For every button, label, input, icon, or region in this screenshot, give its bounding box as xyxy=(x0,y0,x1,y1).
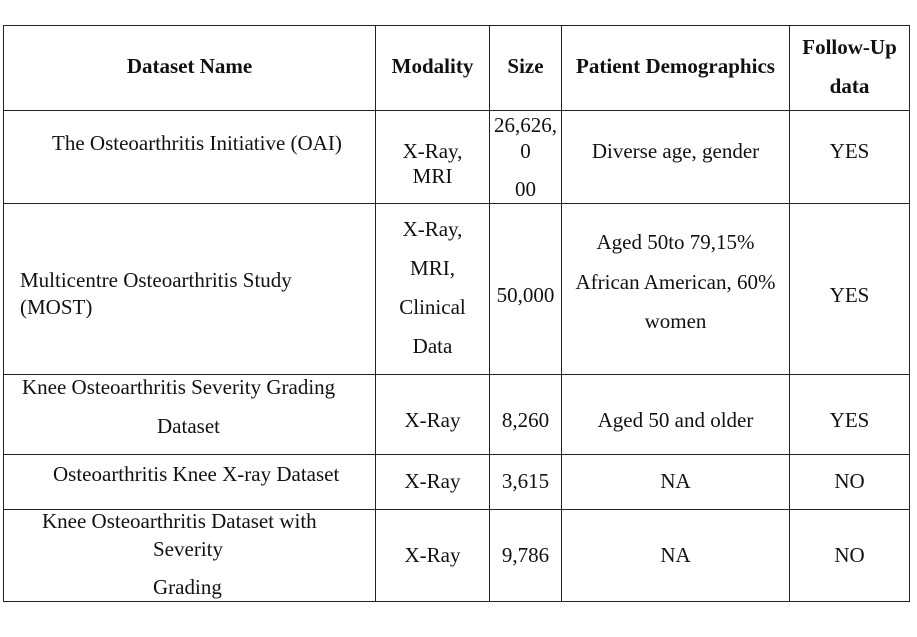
row2-demographics-line2: African American, 60% xyxy=(575,270,776,294)
row5-follow-up: NO xyxy=(834,543,865,567)
row5-modality: X-Ray xyxy=(404,543,461,567)
header-size: Size xyxy=(507,54,544,78)
row5-dataset-name-line2: Severity xyxy=(153,537,223,561)
row2-dataset-name-line1: Multicentre Osteoarthritis Study xyxy=(20,268,292,292)
row2-modality-line3: Clinical xyxy=(399,295,466,319)
row5-size: 9,786 xyxy=(501,543,550,567)
row3-follow-up: YES xyxy=(829,408,870,432)
row1-demographics: Diverse age, gender xyxy=(591,139,760,163)
row1-follow-up: YES xyxy=(829,139,870,163)
row3-demographics: Aged 50 and older xyxy=(597,408,754,432)
row4-size: 3,615 xyxy=(501,469,550,493)
row2-modality-line4: Data xyxy=(412,334,453,358)
row4-modality: X-Ray xyxy=(404,469,461,493)
row1-size-line1: 26,626, xyxy=(494,113,557,137)
header-patient-demographics: Patient Demographics xyxy=(576,54,775,78)
row2-demographics-line1: Aged 50to 79,15% xyxy=(596,230,755,254)
row1-dataset-name: The Osteoarthritis Initiative (OAI) xyxy=(52,131,342,155)
row4-follow-up: NO xyxy=(834,469,865,493)
row1-size-line3: 00 xyxy=(515,177,536,201)
header-follow-up-line1: Follow-Up xyxy=(802,35,897,59)
row5-dataset-name-line1: Knee Osteoarthritis Dataset with xyxy=(42,509,317,533)
row2-modality-line1: X-Ray, xyxy=(402,217,463,241)
row2-dataset-name-line2: (MOST) xyxy=(20,295,93,319)
row5-demographics: NA xyxy=(660,543,691,567)
header-follow-up-line2: data xyxy=(829,74,870,98)
row3-modality: X-Ray xyxy=(404,408,461,432)
row2-follow-up: YES xyxy=(829,283,870,307)
row1-modality-line2: MRI xyxy=(412,164,453,188)
row1-size-line2: 0 xyxy=(520,139,531,163)
row1-modality-line1: X-Ray, xyxy=(402,139,463,163)
row2-modality-line2: MRI, xyxy=(410,256,455,280)
row4-dataset-name: Osteoarthritis Knee X-ray Dataset xyxy=(53,462,340,486)
row3-dataset-name-line1: Knee Osteoarthritis Severity Grading xyxy=(22,375,336,399)
header-dataset-name: Dataset Name xyxy=(126,54,253,78)
row2-size: 50,000 xyxy=(496,283,555,307)
row5-dataset-name-line3: Grading xyxy=(153,575,222,599)
row3-dataset-name-line2: Dataset xyxy=(157,414,220,438)
row2-demographics-line3: women xyxy=(644,309,707,333)
row4-demographics: NA xyxy=(660,469,691,493)
header-modality: Modality xyxy=(391,54,474,78)
row3-size: 8,260 xyxy=(501,408,550,432)
